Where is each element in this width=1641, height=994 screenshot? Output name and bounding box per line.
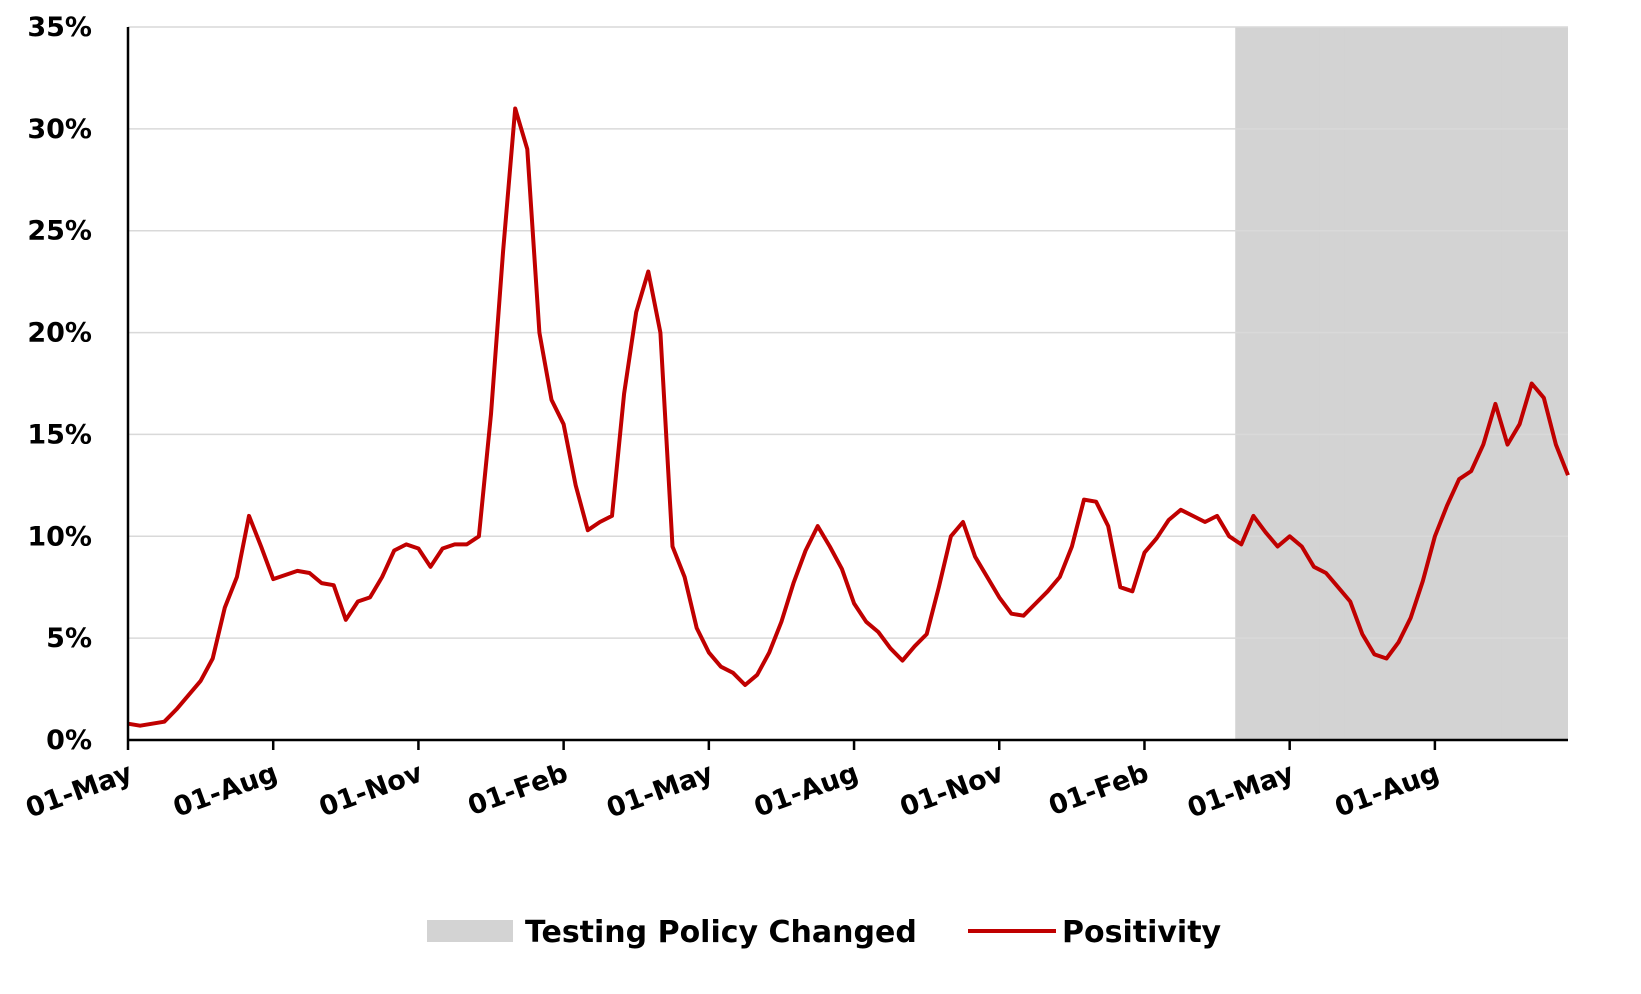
shade-bar [1440, 27, 1454, 740]
legend: Testing Policy Changed Positivity [427, 915, 1222, 950]
grid [128, 26, 1568, 639]
shade-bar [1416, 27, 1430, 740]
x-tick-label: 01-Aug [169, 757, 281, 823]
x-tick-label: 01-May [22, 757, 137, 824]
shade-bar [1344, 27, 1357, 740]
shade-bar [1549, 27, 1563, 740]
shade-bar [1247, 27, 1260, 740]
shade-bar [1501, 27, 1515, 740]
y-tick-label: 10% [27, 521, 92, 552]
y-tick-label: 0% [46, 725, 92, 756]
legend-label: Testing Policy Changed [525, 915, 917, 950]
shade-bar [1368, 27, 1381, 740]
shade-bar [1489, 27, 1502, 740]
shade-bar [1332, 27, 1345, 740]
positivity-line [127, 106, 1570, 728]
shade-bar [1392, 27, 1406, 740]
shade-bar [1295, 27, 1309, 740]
x-tick-label: 01-Feb [1045, 757, 1153, 822]
shade-bar [1513, 27, 1527, 740]
y-tick-label: 5% [46, 623, 92, 654]
y-tick-label: 25% [27, 216, 92, 247]
shade-bar [1404, 27, 1418, 740]
shade-bar [1453, 27, 1466, 740]
shade-bar [1428, 27, 1442, 740]
legend-label: Positivity [1062, 915, 1222, 950]
x-tick-label: 01-May [603, 757, 718, 824]
legend-swatch [427, 920, 513, 942]
shade-bar [1307, 27, 1321, 740]
shade-bar [1477, 27, 1490, 740]
y-tick-label: 20% [27, 318, 92, 349]
y-tick-label: 35% [27, 12, 92, 43]
shade-bar [1271, 27, 1285, 740]
x-tick-label: 01-Nov [315, 757, 427, 823]
y-tick-label: 15% [27, 419, 92, 450]
shade-bar [1465, 27, 1478, 740]
x-tick-label: 01-Aug [1331, 757, 1443, 823]
shade-bar [1235, 27, 1248, 740]
shade-bar [1259, 27, 1273, 740]
shade-bar [1319, 27, 1333, 740]
shade-bar [1537, 27, 1551, 740]
x-tick-label: 01-Feb [464, 757, 572, 822]
shade-bar [1561, 27, 1568, 740]
shade-bar [1283, 27, 1297, 740]
shade-bar [1380, 27, 1394, 740]
shade-bar [1356, 27, 1369, 740]
x-tick-label: 01-Nov [896, 757, 1008, 823]
y-tick-label: 30% [27, 114, 92, 145]
x-tick-label: 01-Aug [750, 757, 862, 823]
line-layer [127, 106, 1570, 728]
x-tick-label: 01-May [1184, 757, 1299, 824]
